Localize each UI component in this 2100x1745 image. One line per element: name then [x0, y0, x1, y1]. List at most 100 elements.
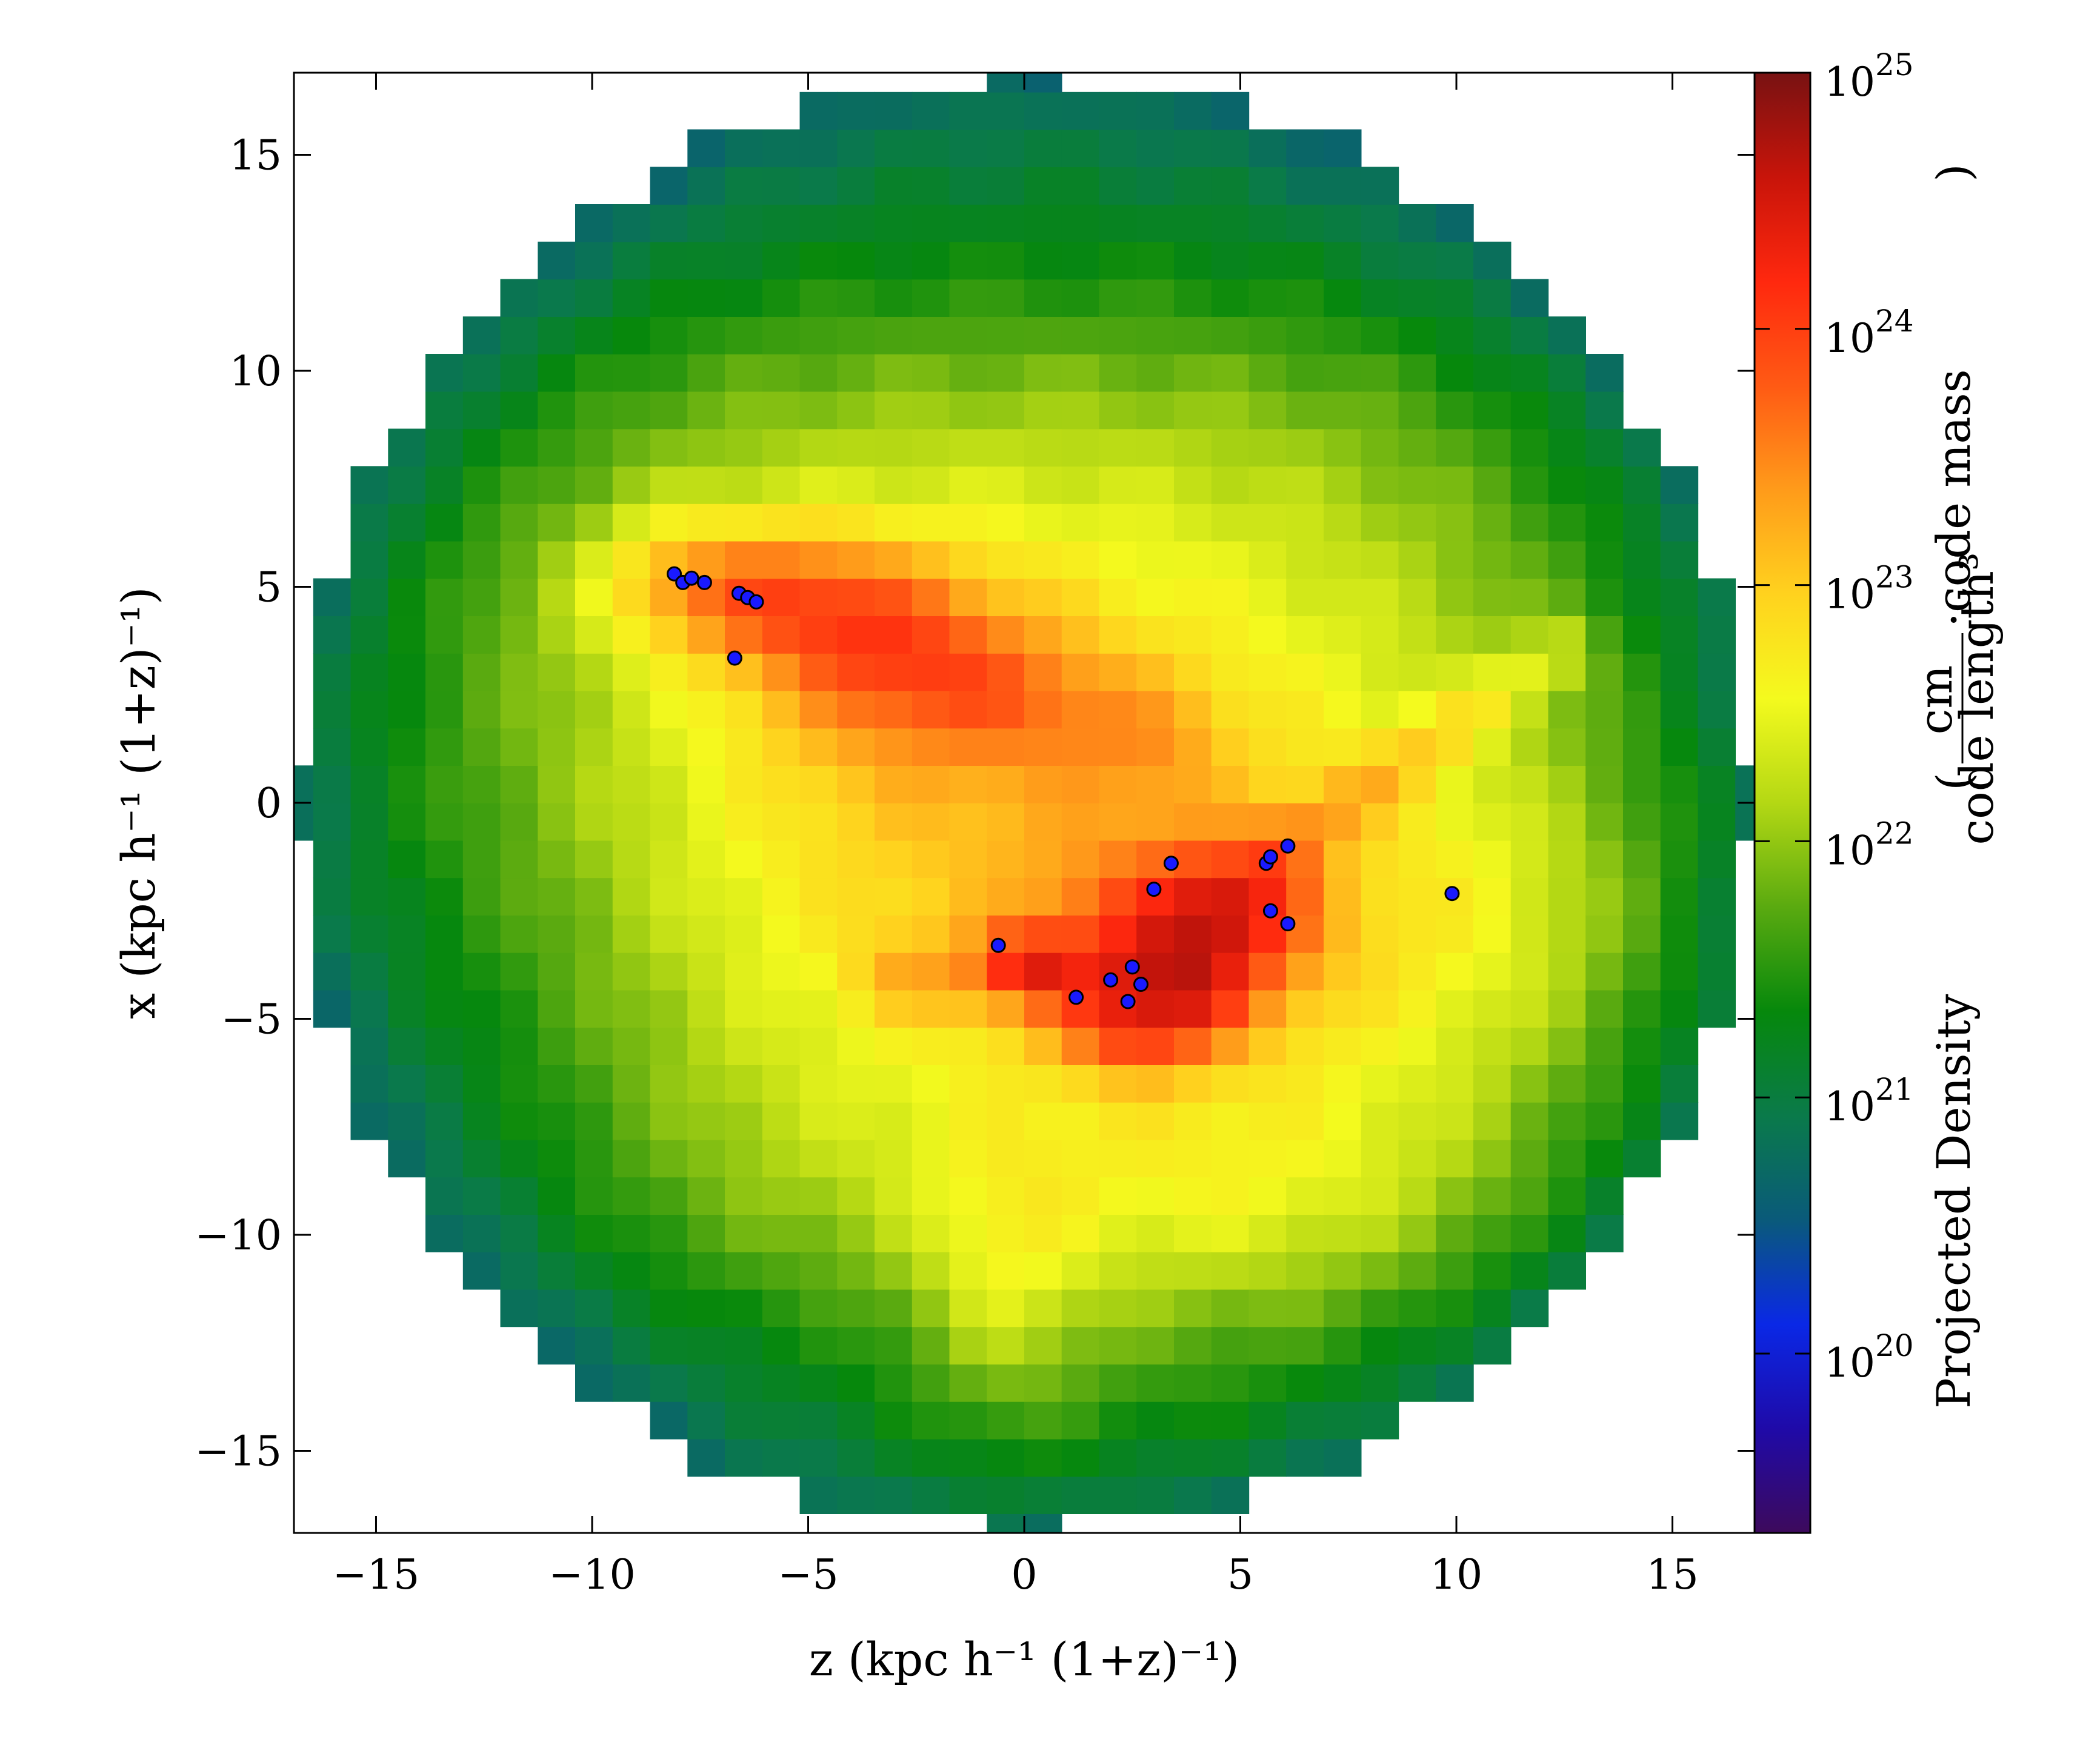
- heatmap-cell: [1473, 653, 1512, 691]
- heatmap-cell: [575, 1326, 613, 1364]
- heatmap-cell: [1548, 316, 1586, 354]
- heatmap-cell: [949, 915, 987, 953]
- heatmap-cell: [837, 1139, 875, 1178]
- heatmap-cell: [425, 1139, 464, 1178]
- heatmap-cell: [1623, 1102, 1661, 1140]
- heatmap-cell: [1174, 540, 1212, 579]
- heatmap-cell: [388, 915, 426, 953]
- heatmap-cell: [1174, 1326, 1212, 1364]
- colorbar-unit-denominator: code length³: [1950, 553, 2004, 845]
- heatmap-cell: [650, 1326, 688, 1364]
- heatmap-cell: [1024, 1177, 1062, 1215]
- heatmap-cell: [1136, 578, 1175, 616]
- heatmap-cell: [1436, 1065, 1474, 1103]
- heatmap-cell: [949, 616, 987, 654]
- heatmap-cell: [1510, 316, 1549, 354]
- heatmap-cell: [875, 578, 913, 616]
- heatmap-cell: [987, 91, 1025, 130]
- heatmap-cell: [1211, 1401, 1250, 1440]
- heatmap-cell: [1136, 1214, 1175, 1252]
- heatmap-cell: [987, 1438, 1025, 1477]
- heatmap-cell: [1061, 167, 1100, 205]
- heatmap-cell: [1061, 578, 1100, 616]
- heatmap-cell: [875, 540, 913, 579]
- heatmap-cell: [912, 1139, 950, 1178]
- heatmap-cell: [1623, 840, 1661, 879]
- heatmap-cell: [1324, 989, 1362, 1028]
- heatmap-cell: [1136, 1326, 1175, 1364]
- heatmap-cell: [1099, 279, 1137, 317]
- heatmap-cell: [1398, 877, 1436, 916]
- heatmap-cell: [725, 765, 763, 803]
- heatmap-cell: [1361, 354, 1399, 392]
- particle-marker: [1280, 838, 1296, 854]
- heatmap-cell: [987, 1214, 1025, 1252]
- heatmap-cell: [1698, 877, 1736, 916]
- heatmap-cell: [987, 1027, 1025, 1065]
- heatmap-cell: [687, 1401, 725, 1440]
- heatmap-cell: [650, 952, 688, 991]
- heatmap-cell: [575, 279, 613, 317]
- heatmap-cell: [725, 616, 763, 654]
- heatmap-cell: [1136, 129, 1175, 167]
- heatmap-cell: [313, 653, 352, 691]
- heatmap-cell: [1174, 1289, 1212, 1328]
- heatmap-cell: [1398, 728, 1436, 766]
- heatmap-cell: [1136, 616, 1175, 654]
- heatmap-cell: [837, 91, 875, 130]
- heatmap-cell: [762, 578, 801, 616]
- heatmap-cell: [1248, 952, 1287, 991]
- heatmap-cell: [1660, 803, 1699, 841]
- heatmap-cell: [612, 915, 651, 953]
- heatmap-cell: [1248, 616, 1287, 654]
- heatmap-cell: [875, 690, 913, 729]
- heatmap-cell: [575, 1065, 613, 1103]
- heatmap-cell: [1398, 391, 1436, 430]
- heatmap-cell: [500, 952, 538, 991]
- heatmap-cell: [949, 1214, 987, 1252]
- heatmap-cell: [1660, 765, 1699, 803]
- colorbar-label-close-paren: ): [1927, 164, 1981, 182]
- heatmap-cell: [799, 354, 838, 392]
- heatmap-cell: [538, 466, 576, 504]
- heatmap-cell: [1136, 91, 1175, 130]
- heatmap-cell: [1398, 466, 1436, 504]
- heatmap-cell: [650, 504, 688, 542]
- heatmap-cell: [462, 504, 501, 542]
- heatmap-cell: [1099, 316, 1137, 354]
- heatmap-cell: [1061, 1326, 1100, 1364]
- heatmap-cell: [612, 1252, 651, 1290]
- heatmap-cell: [912, 877, 950, 916]
- heatmap-cell: [650, 1177, 688, 1215]
- heatmap-cell: [875, 91, 913, 130]
- heatmap-cell: [1286, 466, 1324, 504]
- x-tick-label: −5: [778, 1551, 838, 1599]
- plot-area: [293, 71, 1756, 1534]
- heatmap-cell: [462, 578, 501, 616]
- heatmap-cell: [1623, 616, 1661, 654]
- heatmap-cell: [1361, 1326, 1399, 1364]
- heatmap-cell: [949, 316, 987, 354]
- heatmap-cell: [687, 840, 725, 879]
- heatmap-cell: [538, 1139, 576, 1178]
- heatmap-cell: [1024, 1027, 1062, 1065]
- heatmap-cell: [1398, 653, 1436, 691]
- heatmap-cell: [725, 1027, 763, 1065]
- heatmap-cell: [538, 1065, 576, 1103]
- heatmap-cell: [1324, 279, 1362, 317]
- heatmap-cell: [1510, 765, 1549, 803]
- heatmap-cell: [1286, 241, 1324, 280]
- heatmap-cell: [912, 504, 950, 542]
- heatmap-cell: [687, 1214, 725, 1252]
- heatmap-cell: [500, 504, 538, 542]
- heatmap-cell: [799, 578, 838, 616]
- heatmap-cell: [350, 840, 388, 879]
- heatmap-cell: [650, 428, 688, 467]
- heatmap-cell: [1473, 1102, 1512, 1140]
- heatmap-cell: [313, 616, 352, 654]
- heatmap-cell: [1324, 316, 1362, 354]
- heatmap-cell: [762, 1065, 801, 1103]
- heatmap-cell: [912, 952, 950, 991]
- heatmap-cell: [650, 1289, 688, 1328]
- heatmap-cell: [987, 952, 1025, 991]
